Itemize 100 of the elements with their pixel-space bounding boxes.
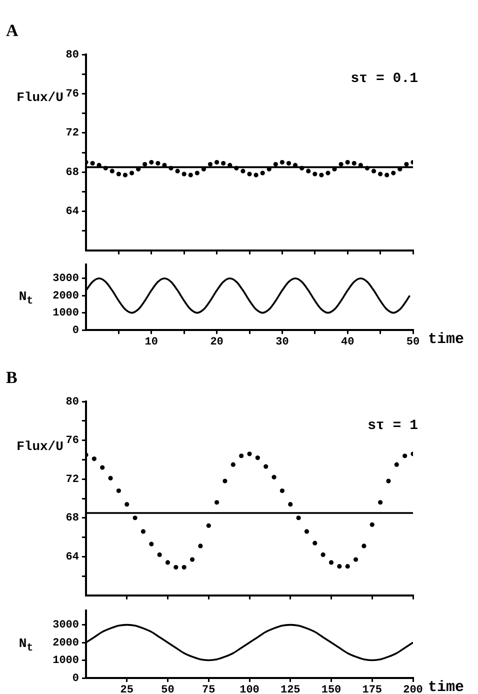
y-tick-label: 68 [66,512,80,525]
point [264,464,268,469]
point [122,172,128,178]
point [288,502,293,507]
y-axis-title: N$_{t}$ [18,289,34,308]
point [222,478,228,484]
point [326,170,330,176]
point [214,160,220,165]
point [221,160,226,166]
point [247,452,252,456]
point [110,168,114,174]
y-tick-label: 2000 [52,290,79,302]
point [182,565,186,570]
point [230,462,236,467]
point [124,502,130,507]
annotation: sτ = 0.1 [350,71,418,88]
point [312,172,318,176]
point [142,162,148,167]
y-tick-label: 64 [66,551,80,564]
x-tick-label: 200 [403,684,423,694]
y-tick-label: 80 [66,396,79,408]
point [174,565,178,570]
x-tick-label: 40 [341,336,354,348]
x-tick-label: 50 [161,684,174,694]
y-tick-label: 76 [66,435,79,448]
point [149,160,154,165]
point [273,162,278,167]
point [260,170,265,176]
x-tick-label: 100 [240,684,260,694]
point [175,168,180,174]
y-tick-label: 72 [66,474,79,486]
point [319,172,324,178]
point [206,523,211,528]
y-tick-label: 0 [72,672,79,685]
point [352,160,356,166]
point [214,500,220,505]
point [394,462,399,467]
point [92,456,96,462]
y-tick-label: 68 [66,166,80,179]
point [132,516,138,520]
point [255,456,260,460]
point [280,488,284,494]
point [156,160,160,166]
point [247,172,252,176]
point [239,454,244,458]
point [188,172,193,178]
point [194,170,200,176]
point [296,516,301,520]
point [338,162,344,167]
x-tick-label: 20 [210,336,224,348]
point [320,552,326,557]
x-tick-label: 10 [144,336,158,348]
point [404,162,409,167]
y-tick-label: 0 [72,324,79,337]
x-tick-label: 125 [280,684,301,694]
point [240,168,246,174]
point [386,478,391,484]
point [272,474,276,480]
point [140,529,146,534]
y-tick-label: 1000 [52,655,79,668]
point [116,172,121,176]
x-tick-label: 25 [120,684,134,694]
x-axis-title: time [428,679,464,694]
point [328,560,334,565]
y-tick-label: 3000 [52,273,79,286]
point [280,160,284,165]
annotation: sτ = 1 [368,418,418,434]
point [182,172,186,176]
point [254,172,258,178]
chart-title: B [6,368,18,388]
point [378,500,383,505]
y-tick-label: 76 [66,88,79,101]
y-tick-label: 2000 [52,637,79,650]
point [165,560,170,565]
point [391,170,396,176]
y-tick-label: 1000 [52,308,79,320]
point [370,522,374,527]
chart-title: A [6,21,18,41]
y-tick-label: 80 [66,49,79,62]
y-axis-title: N$_{t}$ [18,636,34,655]
y-tick-label: 3000 [52,620,79,632]
point [116,488,121,494]
point [384,172,390,178]
point [378,172,383,176]
point [90,160,95,166]
point [312,540,318,546]
point [129,170,134,176]
x-tick-label: 150 [321,684,342,694]
point [353,557,358,562]
x-tick-label: 50 [406,336,420,348]
point [362,544,366,548]
y-axis-title: Flux/U [16,439,64,454]
y-axis-title: Flux/U [16,90,64,105]
point [371,168,376,174]
point [304,529,310,534]
point [190,557,195,562]
x-tick-label: 75 [202,684,216,694]
point [108,476,113,480]
x-tick-label: 175 [362,684,382,694]
x-tick-label: 30 [276,336,289,348]
